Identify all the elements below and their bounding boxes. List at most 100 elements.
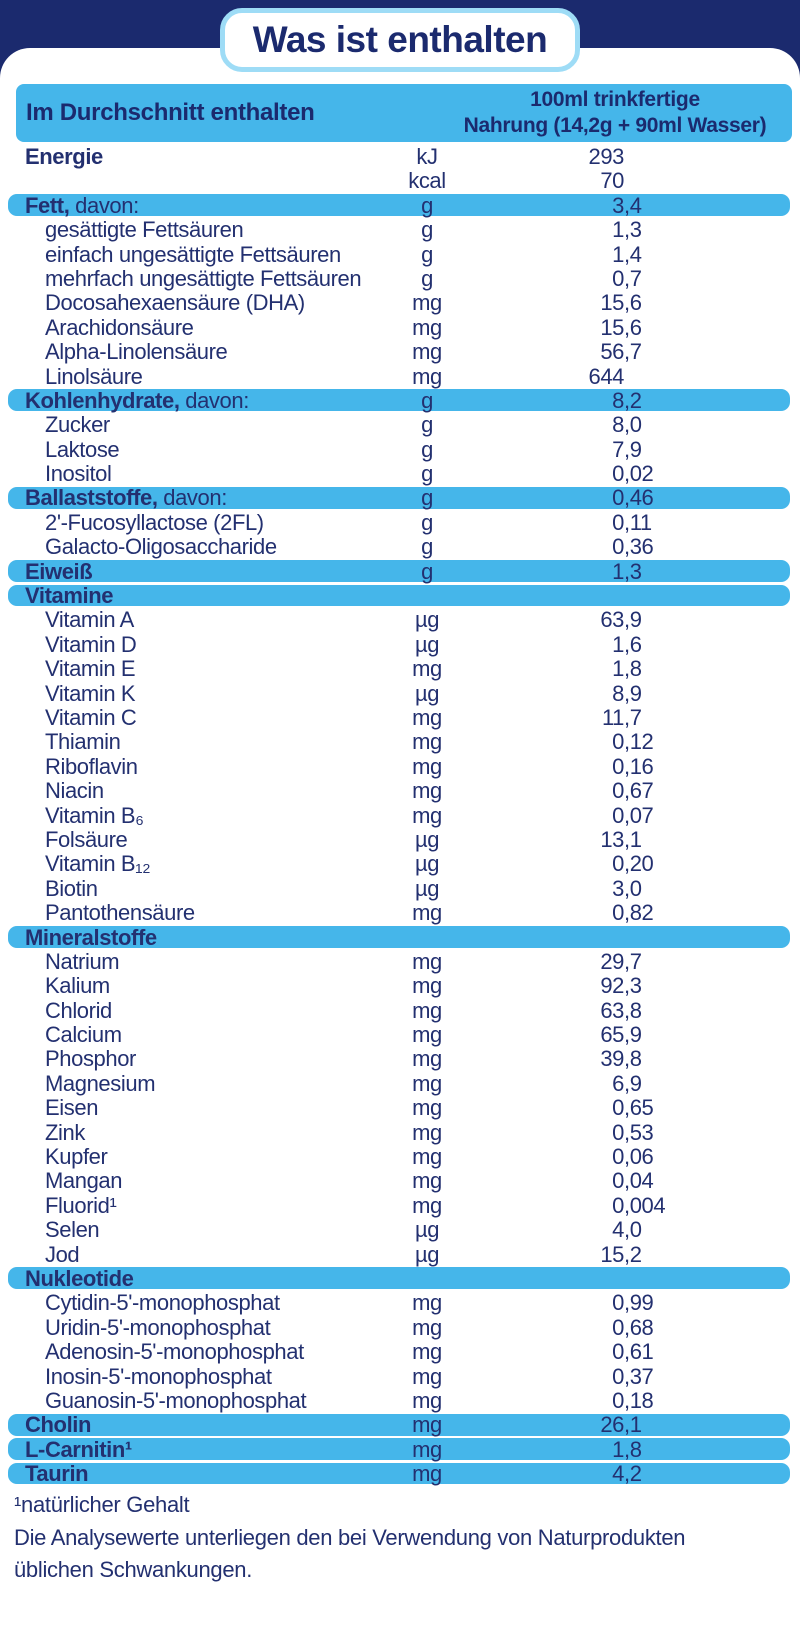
row-value: 0,53 [612, 1119, 654, 1145]
row-value: 293 [588, 144, 624, 169]
table-row: Mangan mg 0,04 [0, 1168, 800, 1194]
row-value: 0,04 [612, 1168, 654, 1194]
table-row: gesättigte Fettsäuren g 1,3 [0, 217, 800, 243]
row-unit: mg [412, 802, 442, 828]
row-label: Galacto-Oligosaccharide [45, 534, 277, 560]
table-row: Linolsäure mg 644 [0, 364, 800, 389]
row-value: 4,0 [612, 1217, 642, 1243]
row-value: 63,8 [600, 997, 642, 1023]
table-row: Adenosin-5'-monophosphat mg 0,61 [0, 1339, 800, 1365]
row-unit: g [421, 534, 433, 560]
row-value: 13,1 [600, 826, 642, 852]
table-row: Phosphor mg 39,8 [0, 1046, 800, 1072]
row-value: 3,4 [612, 192, 642, 218]
row-label: Vitamin A [45, 607, 134, 633]
table-row: Thiamin mg 0,12 [0, 729, 800, 755]
row-label: Ballaststoffe, davon: [25, 485, 227, 511]
section-row: Eiweiß g 1,3 [0, 558, 800, 584]
table-row: Pantothensäure mg 0,82 [0, 900, 800, 926]
row-label: Vitamin B₁₂ [45, 851, 151, 877]
row-value: 0,68 [612, 1314, 654, 1340]
row-value: 1,3 [612, 558, 642, 584]
row-unit: g [421, 192, 433, 218]
row-unit: mg [412, 1363, 442, 1389]
row-label: Thiamin [45, 729, 121, 755]
row-unit: mg [412, 997, 442, 1023]
row-value: 39,8 [600, 1046, 642, 1072]
row-unit: µg [414, 851, 440, 877]
row-value: 4,2 [612, 1461, 642, 1487]
row-unit: g [421, 241, 433, 267]
table-row: Guanosin-5'-monophosphat mg 0,18 [0, 1387, 800, 1413]
row-unit: µg [414, 680, 440, 706]
table-header: Im Durchschnitt enthalten 100ml trinkfer… [16, 84, 792, 142]
row-unit: mg [412, 948, 442, 974]
table-row: Vitamin K µg 8,9 [0, 680, 800, 706]
footnote-natural-content: ¹natürlicher Gehalt [14, 1492, 190, 1517]
row-value: 1,8 [612, 1436, 642, 1462]
table-row: Inositol g 0,02 [0, 461, 800, 487]
table-row: Arachidonsäure mg 15,6 [0, 314, 800, 340]
row-label: Mineralstoffe [25, 924, 157, 950]
table-row: Cytidin-5'-monophosphat mg 0,99 [0, 1290, 800, 1316]
table-card [0, 48, 800, 1626]
row-value: 15,6 [600, 314, 642, 340]
row-label: Niacin [45, 778, 104, 804]
row-label: Uridin-5'-monophosphat [45, 1314, 271, 1340]
row-label: Chlorid [45, 997, 112, 1023]
row-label: Inositol [45, 461, 112, 487]
section-row: Cholin mg 26,1 [0, 1412, 800, 1437]
row-unit: g [421, 217, 433, 243]
table-row: Riboflavin mg 0,16 [0, 753, 800, 779]
row-value: 0,16 [612, 753, 654, 779]
row-unit: mg [412, 1192, 442, 1218]
header-right-line2: Nahrung (14,2g + 90ml Wasser) [463, 114, 767, 137]
row-value: 29,7 [600, 948, 642, 974]
row-value: 0,99 [612, 1290, 654, 1316]
section-row: Vitamine [0, 583, 800, 608]
row-label: Eisen [45, 1095, 99, 1121]
section-row: Fett, davon: g 3,4 [0, 192, 800, 218]
row-label: Calcium [45, 1022, 122, 1048]
row-unit: mg [412, 1022, 442, 1048]
row-label: Magnesium [45, 1070, 156, 1096]
table-row: Vitamin B₆ mg 0,07 [0, 802, 800, 828]
row-unit: mg [412, 900, 442, 926]
table-row: Niacin mg 0,67 [0, 778, 800, 804]
section-row: Taurin mg 4,2 [0, 1461, 800, 1487]
row-unit: mg [412, 1314, 442, 1340]
row-label: Guanosin-5'-monophosphat [45, 1387, 307, 1413]
row-unit: g [421, 412, 433, 438]
row-label: Biotin [45, 875, 98, 901]
row-unit: mg [412, 778, 442, 804]
row-value: 1,4 [612, 241, 642, 267]
row-value: 0,37 [612, 1363, 654, 1389]
row-label: Nukleotide [25, 1265, 134, 1291]
row-value: 0,82 [612, 900, 654, 926]
table-row: Vitamin D µg 1,6 [0, 632, 800, 657]
row-value: 92,3 [600, 973, 642, 999]
footnote-analysis-line2: üblichen Schwankungen. [14, 1557, 253, 1582]
row-value: 63,9 [600, 607, 642, 633]
row-unit: mg [412, 1339, 442, 1365]
footnote-analysis-line1: Die Analysewerte unterliegen den bei Ver… [14, 1524, 686, 1550]
page-title: Was ist enthalten [252, 19, 548, 60]
header-right-label: 100ml trinkfertige Nahrung (14,2g + 90ml… [446, 84, 784, 142]
row-label: Fett, davon: [25, 192, 139, 218]
row-value: 8,2 [612, 387, 642, 413]
row-value: 0,36 [612, 534, 654, 560]
row-value: 1,8 [612, 656, 642, 682]
row-unit: µg [414, 1241, 440, 1267]
table-row: Alpha-Linolensäure mg 56,7 [0, 339, 800, 364]
row-label: einfach ungesättigte Fettsäuren [45, 241, 341, 267]
row-unit: mg [412, 1095, 442, 1121]
nutrition-table: Energie kJ 293 kcal 70 Fett, davon: g 3,4 gesätt… [0, 144, 800, 1487]
row-unit: µg [414, 1217, 440, 1243]
row-unit: µg [414, 826, 440, 852]
row-value: 0,06 [612, 1144, 654, 1170]
row-label: Jod [45, 1241, 80, 1267]
row-label: Phosphor [45, 1046, 136, 1072]
row-value: 0,20 [612, 851, 654, 877]
row-value: 0,12 [612, 729, 654, 755]
